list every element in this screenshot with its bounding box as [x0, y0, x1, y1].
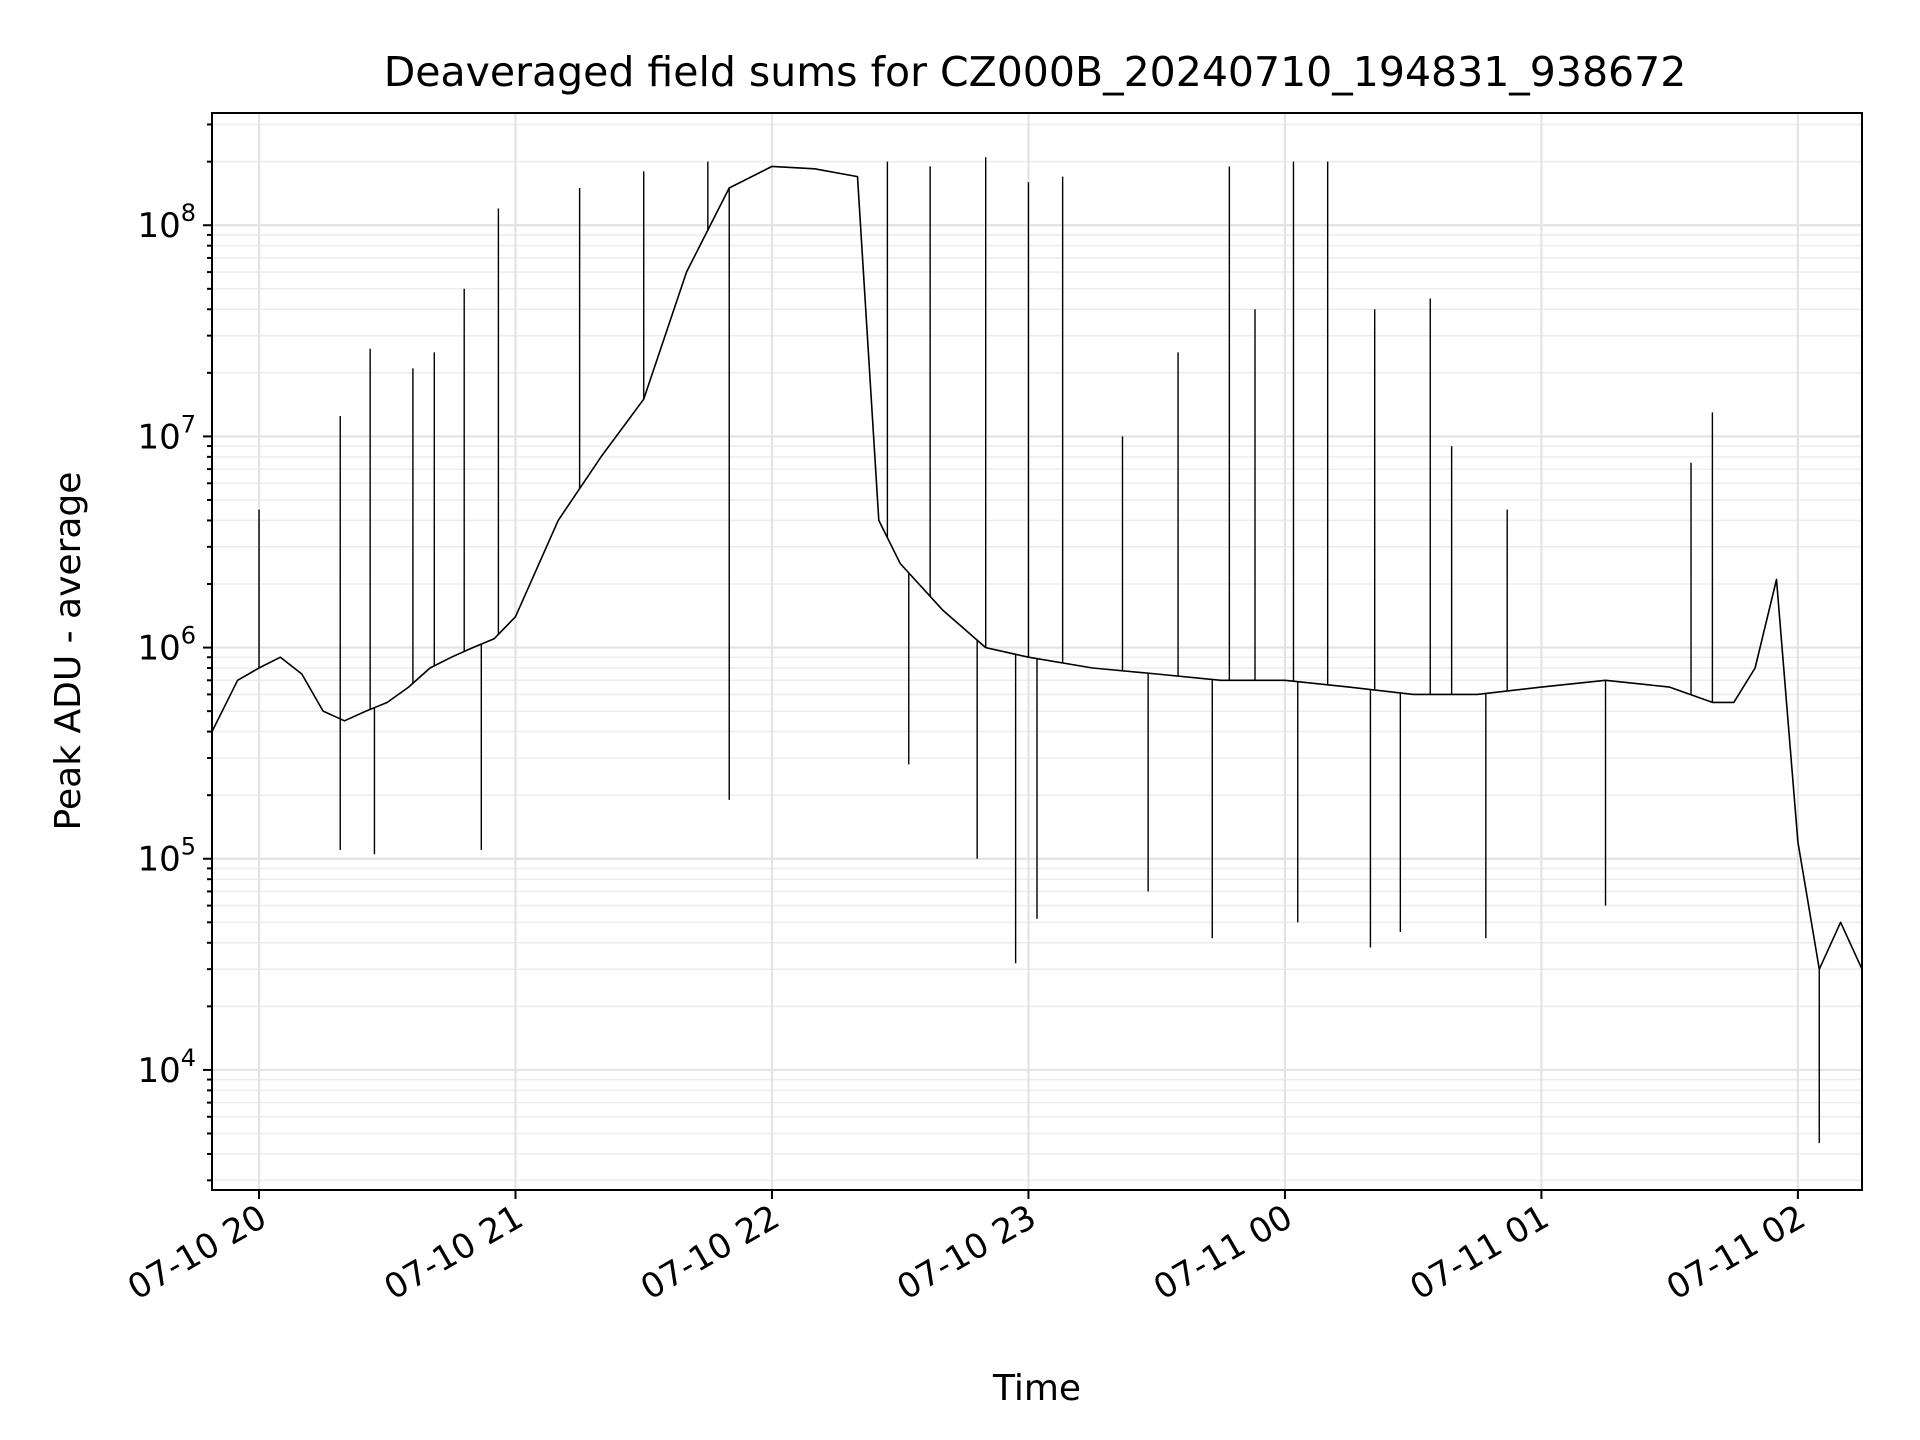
series-line — [211, 165, 1863, 971]
y-tick-label: 104 — [137, 1044, 196, 1091]
y-tick-label: 107 — [137, 410, 196, 457]
y-axis-label: Peak ADU - average — [48, 472, 89, 831]
chart-title: Deaveraged field sums for CZ000B_2024071… — [384, 48, 1687, 96]
plot-frame — [211, 112, 1863, 1191]
x-axis: 07-10 20 07-10 21 07-10 22 07-10 23 07-11 00… — [121, 1190, 1812, 1308]
x-tick-label: 07-11 01 — [1404, 1197, 1556, 1308]
grid — [212, 113, 1862, 1190]
series-layer — [211, 157, 1863, 1144]
y-tick-label: 106 — [137, 622, 196, 669]
y-tick-label: 108 — [137, 199, 196, 246]
y-tick-label: 105 — [137, 833, 196, 880]
x-tick-label: 07-10 22 — [634, 1197, 786, 1308]
y-axis: 104 105 106 107 108 — [137, 123, 212, 1182]
x-tick-label: 07-11 00 — [1147, 1197, 1299, 1308]
x-tick-label: 07-11 02 — [1660, 1197, 1812, 1308]
x-axis-label: Time — [992, 1368, 1081, 1409]
x-tick-label: 07-10 21 — [378, 1197, 530, 1308]
x-tick-label: 07-10 20 — [121, 1197, 273, 1308]
x-tick-label: 07-10 23 — [891, 1197, 1043, 1308]
